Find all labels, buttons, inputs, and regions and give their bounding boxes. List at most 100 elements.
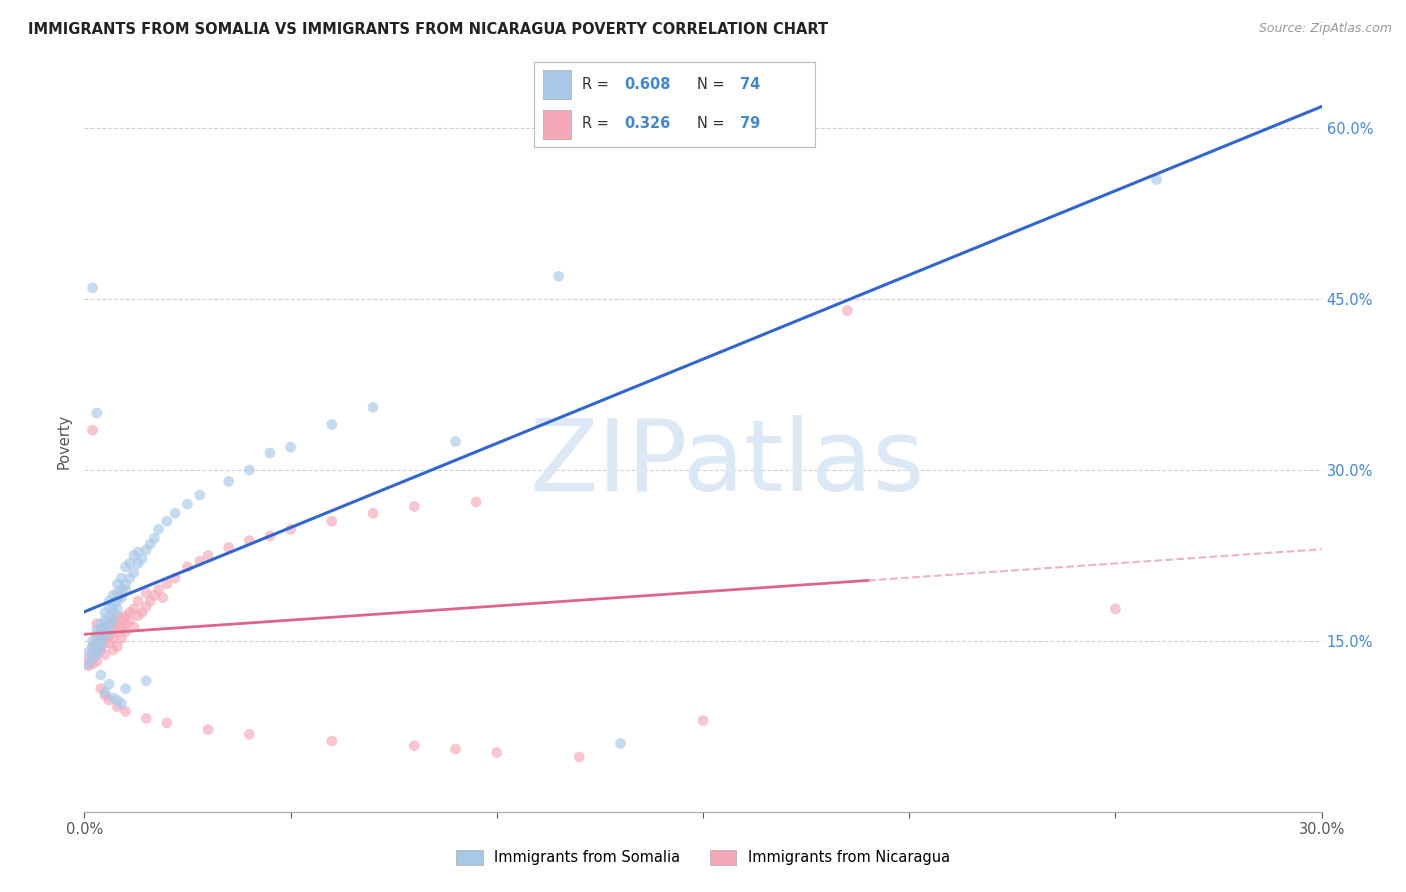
Point xyxy=(82,657,104,671)
Point xyxy=(127,608,149,623)
Point xyxy=(321,417,343,432)
Point xyxy=(321,734,343,748)
Point xyxy=(259,446,281,460)
Legend: Immigrants from Somalia, Immigrants from Nicaragua: Immigrants from Somalia, Immigrants from… xyxy=(450,844,956,871)
Point xyxy=(114,616,136,631)
Point xyxy=(110,632,132,646)
Point xyxy=(238,727,260,741)
Point xyxy=(122,566,145,580)
Text: 74: 74 xyxy=(740,77,759,92)
Point xyxy=(94,648,117,662)
Point xyxy=(103,598,125,612)
Point xyxy=(103,588,125,602)
Point xyxy=(90,616,112,631)
Point xyxy=(568,750,591,764)
Point xyxy=(90,643,112,657)
Point xyxy=(127,557,149,571)
Point xyxy=(105,616,128,631)
Point xyxy=(86,623,108,637)
Point xyxy=(114,608,136,623)
Point xyxy=(105,640,128,654)
Point xyxy=(98,608,121,623)
Point xyxy=(114,681,136,696)
Point xyxy=(98,693,121,707)
Text: 0.326: 0.326 xyxy=(624,116,671,131)
Point xyxy=(114,577,136,591)
Point xyxy=(1146,172,1168,186)
Point xyxy=(156,514,179,528)
Text: R =: R = xyxy=(582,116,613,131)
Point xyxy=(135,673,157,688)
Point xyxy=(197,549,219,563)
Point xyxy=(110,620,132,634)
Point xyxy=(103,690,125,705)
Point xyxy=(86,632,108,646)
Point xyxy=(90,624,112,639)
Point xyxy=(280,522,302,536)
Point xyxy=(135,599,157,614)
Point xyxy=(105,700,128,714)
Point xyxy=(90,681,112,696)
FancyBboxPatch shape xyxy=(543,110,571,139)
Point xyxy=(98,616,121,631)
Point xyxy=(404,500,426,514)
Point xyxy=(90,624,112,639)
Point xyxy=(188,488,211,502)
Point xyxy=(94,620,117,634)
Point xyxy=(118,557,141,571)
Point xyxy=(86,654,108,668)
Point xyxy=(82,651,104,665)
Point xyxy=(98,616,121,631)
Point xyxy=(105,594,128,608)
Text: IMMIGRANTS FROM SOMALIA VS IMMIGRANTS FROM NICARAGUA POVERTY CORRELATION CHART: IMMIGRANTS FROM SOMALIA VS IMMIGRANTS FR… xyxy=(28,22,828,37)
Text: 0.608: 0.608 xyxy=(624,77,671,92)
Point xyxy=(105,608,128,623)
Point xyxy=(135,711,157,725)
Point xyxy=(86,628,108,642)
Point xyxy=(86,636,108,650)
Point xyxy=(94,689,117,703)
Point xyxy=(90,633,112,648)
Point xyxy=(103,613,125,627)
Point xyxy=(105,693,128,707)
Point xyxy=(103,643,125,657)
Point xyxy=(103,613,125,627)
Point xyxy=(86,643,108,657)
Point xyxy=(361,401,384,415)
Point xyxy=(110,582,132,597)
Point xyxy=(77,659,100,673)
Text: N =: N = xyxy=(697,77,730,92)
Point xyxy=(94,613,117,627)
Point xyxy=(135,542,157,557)
Point xyxy=(110,697,132,711)
Y-axis label: Poverty: Poverty xyxy=(56,414,72,469)
Point xyxy=(609,736,631,750)
Point xyxy=(176,559,198,574)
Point xyxy=(90,632,112,646)
Point xyxy=(152,591,174,605)
Point xyxy=(86,616,108,631)
Point xyxy=(105,624,128,639)
Point xyxy=(176,497,198,511)
Point xyxy=(82,645,104,659)
Point xyxy=(143,588,166,602)
Point xyxy=(165,506,187,520)
Point xyxy=(90,633,112,648)
Point xyxy=(82,281,104,295)
Point xyxy=(82,633,104,648)
Point xyxy=(98,594,121,608)
Point xyxy=(86,648,108,662)
Point xyxy=(218,475,240,489)
Point xyxy=(103,606,125,620)
Point xyxy=(280,440,302,454)
Point xyxy=(238,533,260,548)
Point xyxy=(110,611,132,625)
Point xyxy=(321,514,343,528)
Point xyxy=(547,269,569,284)
Point xyxy=(404,739,426,753)
Point xyxy=(139,594,162,608)
Point xyxy=(122,602,145,616)
Point xyxy=(1104,602,1126,616)
Point xyxy=(105,602,128,616)
Point xyxy=(105,586,128,600)
